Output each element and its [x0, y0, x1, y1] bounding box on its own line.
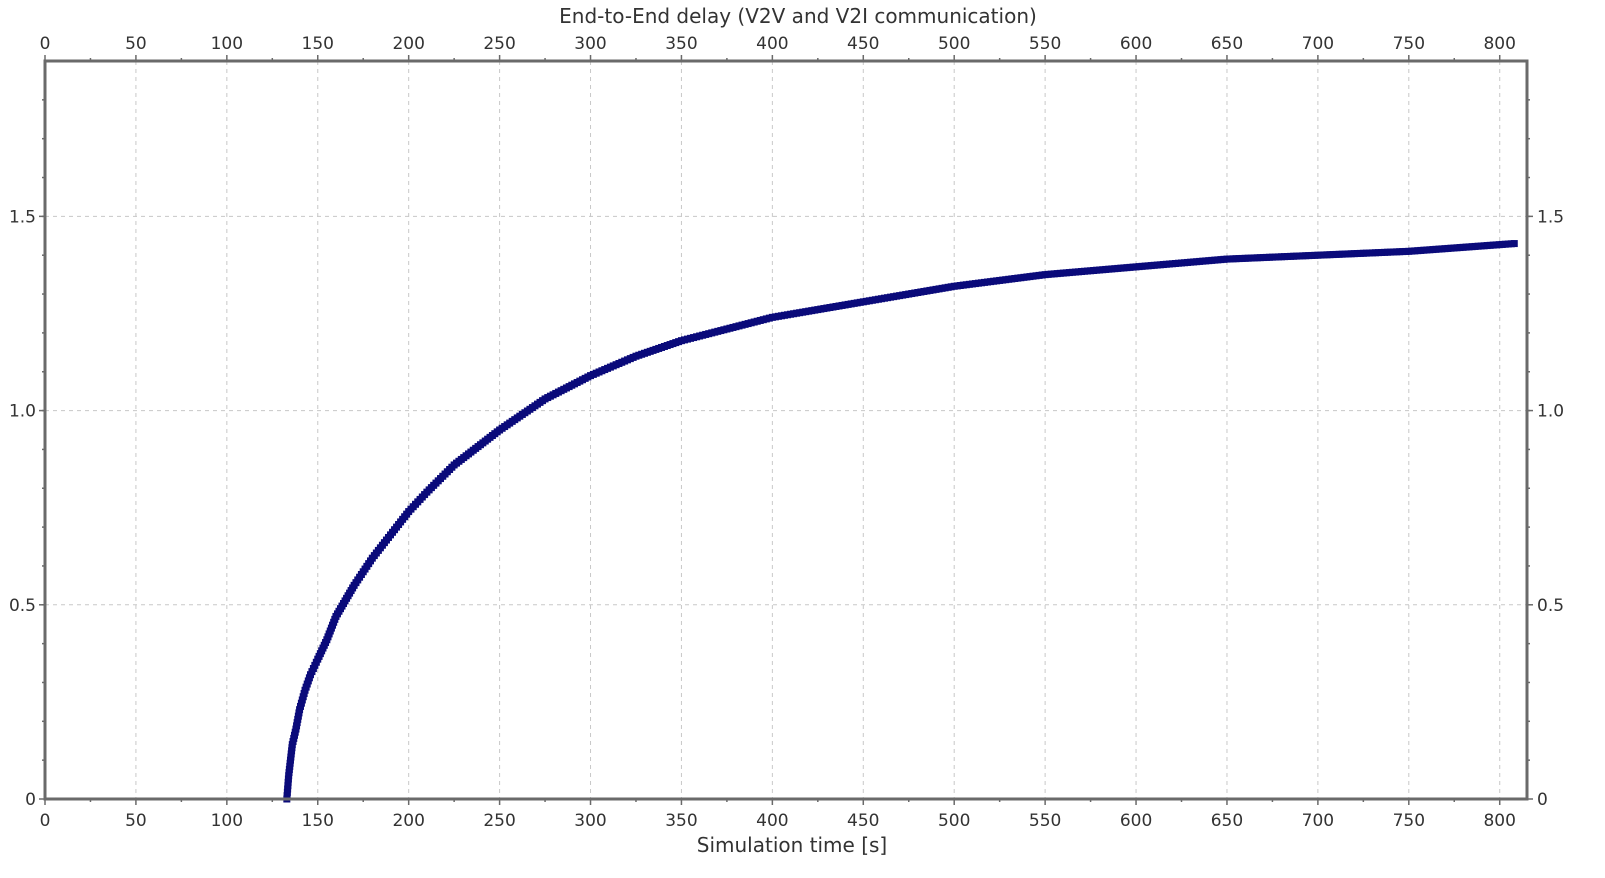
x-tick-label-bottom: 50 [125, 811, 147, 831]
x-tick-label-top: 450 [847, 34, 879, 54]
x-axis-title: Simulation time [s] [697, 833, 887, 857]
x-tick-label-top: 350 [665, 34, 697, 54]
x-tick-label-top: 0 [40, 34, 51, 54]
x-tick-label-bottom: 450 [847, 811, 879, 831]
x-tick-label-bottom: 500 [938, 811, 970, 831]
series-delay [283, 240, 1518, 803]
y-tick-label-left: 1.0 [9, 402, 36, 422]
x-tick-label-bottom: 300 [574, 811, 606, 831]
y-tick-label-left: 0.5 [9, 596, 36, 616]
x-tick-label-bottom: 600 [1120, 811, 1152, 831]
x-tick-label-top: 300 [574, 34, 606, 54]
x-tick-label-bottom: 400 [756, 811, 788, 831]
x-tick-label-bottom: 0 [40, 811, 51, 831]
x-tick-label-bottom: 750 [1393, 811, 1425, 831]
x-tick-label-top: 500 [938, 34, 970, 54]
x-tick-label-bottom: 800 [1483, 811, 1515, 831]
axis-ticks: 0050501001001501502002002502503003003503… [9, 34, 1564, 831]
y-tick-label-left: 1.5 [9, 207, 36, 227]
x-tick-label-bottom: 200 [392, 811, 424, 831]
x-tick-label-top: 700 [1302, 34, 1334, 54]
x-tick-label-bottom: 700 [1302, 811, 1334, 831]
x-tick-label-bottom: 350 [665, 811, 697, 831]
x-tick-label-top: 800 [1483, 34, 1515, 54]
plot-frame [43, 59, 1529, 801]
y-tick-label-right: 0.5 [1537, 596, 1564, 616]
x-tick-label-top: 650 [1211, 34, 1243, 54]
x-tick-label-top: 50 [125, 34, 147, 54]
x-tick-label-bottom: 650 [1211, 811, 1243, 831]
y-tick-label-right: 1.5 [1537, 207, 1564, 227]
x-tick-label-bottom: 150 [302, 811, 334, 831]
x-tick-label-top: 250 [483, 34, 515, 54]
x-tick-label-top: 150 [302, 34, 334, 54]
y-tick-label-right: 1.0 [1537, 402, 1564, 422]
x-tick-label-bottom: 250 [483, 811, 515, 831]
x-tick-label-top: 600 [1120, 34, 1152, 54]
chart-title: End-to-End delay (V2V and V2I communicat… [559, 4, 1037, 28]
y-tick-label-right: 0 [1537, 790, 1548, 810]
x-tick-label-top: 200 [392, 34, 424, 54]
x-tick-label-bottom: 550 [1029, 811, 1061, 831]
data-point [1510, 240, 1518, 248]
x-tick-label-bottom: 100 [211, 811, 243, 831]
y-tick-label-left: 0 [25, 790, 36, 810]
x-tick-label-top: 550 [1029, 34, 1061, 54]
grid [45, 61, 1527, 799]
x-tick-label-top: 400 [756, 34, 788, 54]
x-tick-label-top: 100 [211, 34, 243, 54]
x-tick-label-top: 750 [1393, 34, 1425, 54]
